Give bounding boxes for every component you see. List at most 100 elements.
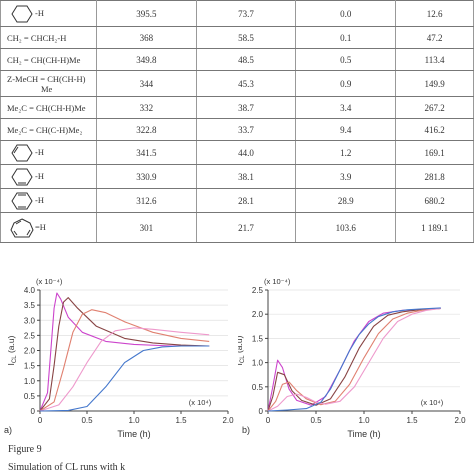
value-cell-k2: 149.9 [395, 70, 474, 97]
value-cell-k1: 0.5 [295, 48, 397, 71]
ring-structure [11, 192, 33, 209]
y-tick-label: 3.0 [24, 316, 36, 325]
y-tick-label: 0 [31, 407, 36, 416]
ring-structure [11, 144, 33, 161]
table-row: -H 330.9 38.1 3.9 281.8 [0, 164, 474, 189]
x-tick-label: 0.5 [81, 416, 93, 425]
x-exponent-label: (x 10⁴) [421, 398, 444, 407]
panel-label: a) [4, 425, 12, 435]
y-tick-label: 1.0 [252, 359, 264, 368]
value-cell-ea: 38.1 [195, 164, 297, 189]
value-cell-k2: 169.1 [395, 140, 474, 165]
value-cell-ea: 48.5 [195, 48, 297, 71]
panel-label: b) [242, 425, 250, 435]
value-cell-bde: 332 [95, 96, 197, 119]
molecule-cell: -H [0, 164, 97, 189]
y-axis-label: ICL (a.u) [6, 335, 18, 365]
x-tick-label: 0 [266, 416, 271, 425]
value-cell-ea: 21.7 [195, 212, 297, 243]
value-cell-bde: 301 [95, 212, 197, 243]
x-axis-label: Time (h) [347, 429, 380, 439]
series-line [39, 345, 210, 412]
x-tick-label: 2.0 [454, 416, 466, 425]
molecule-cell: -H [0, 0, 97, 27]
value-cell-k1: 0.0 [295, 0, 397, 27]
value-cell-ea: 45.3 [195, 70, 297, 97]
value-cell-k1: 1.2 [295, 140, 397, 165]
value-cell-k2: 113.4 [395, 48, 474, 71]
molecule-cell: CH₂ = CH(CH-H)Me [0, 48, 97, 71]
value-cell-ea: 33.7 [195, 118, 297, 141]
value-cell-bde: 330.9 [95, 164, 197, 189]
value-cell-bde: 312.6 [95, 188, 197, 213]
y-tick-label: 0 [259, 407, 264, 416]
y-exponent-label: (x 10⁻⁴) [36, 277, 63, 286]
figure-caption-label: Figure 9 [8, 444, 42, 455]
x-tick-label: 0 [38, 416, 43, 425]
value-cell-k1: 0.1 [295, 26, 397, 49]
y-tick-label: 2.0 [24, 347, 36, 356]
value-cell-bde: 344 [95, 70, 197, 97]
y-tick-label: 1.5 [252, 334, 264, 343]
y-tick-label: 2.5 [252, 286, 264, 295]
series-line [39, 327, 210, 412]
table-row: =H 301 21.7 103.6 1 189.1 [0, 212, 474, 243]
value-cell-ea: 38.7 [195, 96, 297, 119]
ring-structure [10, 217, 34, 237]
x-tick-label: 1.5 [175, 416, 187, 425]
series-line [39, 292, 210, 412]
y-tick-label: 1.5 [24, 362, 36, 371]
series-line [267, 307, 441, 412]
series-line [267, 307, 441, 412]
series-line [267, 307, 441, 412]
ring-structure [11, 5, 33, 22]
y-tick-label: 2.0 [252, 310, 264, 319]
y-axis-label: ICL (a.u) [238, 335, 246, 365]
value-cell-k2: 416.2 [395, 118, 474, 141]
value-cell-k2: 47.2 [395, 26, 474, 49]
x-tick-label: 1.0 [358, 416, 370, 425]
value-cell-ea: 44.0 [195, 140, 297, 165]
x-tick-label: 1.0 [128, 416, 140, 425]
value-cell-ea: 28.1 [195, 188, 297, 213]
molecule-cell: CH₂ = CHCH₂-H [0, 26, 97, 49]
value-cell-k1: 9.4 [295, 118, 397, 141]
table-row: CH₂ = CH(CH-H)Me 349.8 48.5 0.5 113.4 [0, 48, 474, 71]
series-line [267, 307, 441, 412]
y-tick-label: 1.0 [24, 377, 36, 386]
y-tick-label: 4.0 [24, 286, 36, 295]
x-tick-label: 0.5 [310, 416, 322, 425]
value-cell-bde: 368 [95, 26, 197, 49]
value-cell-bde: 341.5 [95, 140, 197, 165]
value-cell-bde: 322.8 [95, 118, 197, 141]
series-line [267, 307, 441, 412]
value-cell-k2: 267.2 [395, 96, 474, 119]
value-cell-bde: 395.5 [95, 0, 197, 27]
molecule-cell: -H [0, 188, 97, 213]
series-line [39, 297, 210, 412]
molecule-cell: Me₂C = CH(CH-H)Me [0, 96, 97, 119]
value-cell-bde: 349.8 [95, 48, 197, 71]
table-row: Z-MeCH = CH(CH-H) Me 344 45.3 0.9 149.9 [0, 70, 474, 97]
value-cell-ea: 73.7 [195, 0, 297, 27]
y-tick-label: 0.5 [24, 392, 36, 401]
x-tick-label: 1.5 [406, 416, 418, 425]
series-line [39, 309, 210, 412]
value-cell-k1: 3.4 [295, 96, 397, 119]
molecule-cell: Z-MeCH = CH(CH-H) Me [0, 70, 97, 97]
y-tick-label: 2.5 [24, 331, 36, 340]
x-axis-label: Time (h) [117, 429, 150, 439]
value-cell-k1: 28.9 [295, 188, 397, 213]
value-cell-k2: 680.2 [395, 188, 474, 213]
y-tick-label: 3.5 [24, 301, 36, 310]
y-tick-label: 0.5 [252, 383, 264, 392]
molecule-cell: =H [0, 212, 97, 243]
x-tick-label: 2.0 [222, 416, 234, 425]
x-exponent-label: (x 10⁴) [189, 398, 212, 407]
ring-structure [11, 168, 33, 185]
value-cell-k1: 3.9 [295, 164, 397, 189]
chart-a: 0 0.5 1.0 1.5 2.0 2.5 3.0 3.5 4.0 0 0.5 1.0 1.5 2.0 (x… [4, 277, 234, 439]
table-row: -H 312.6 28.1 28.9 680.2 [0, 188, 474, 213]
table-row: CH₂ = CHCH₂-H 368 58.5 0.1 47.2 [0, 26, 474, 49]
molecule-cell: -H [0, 140, 97, 165]
